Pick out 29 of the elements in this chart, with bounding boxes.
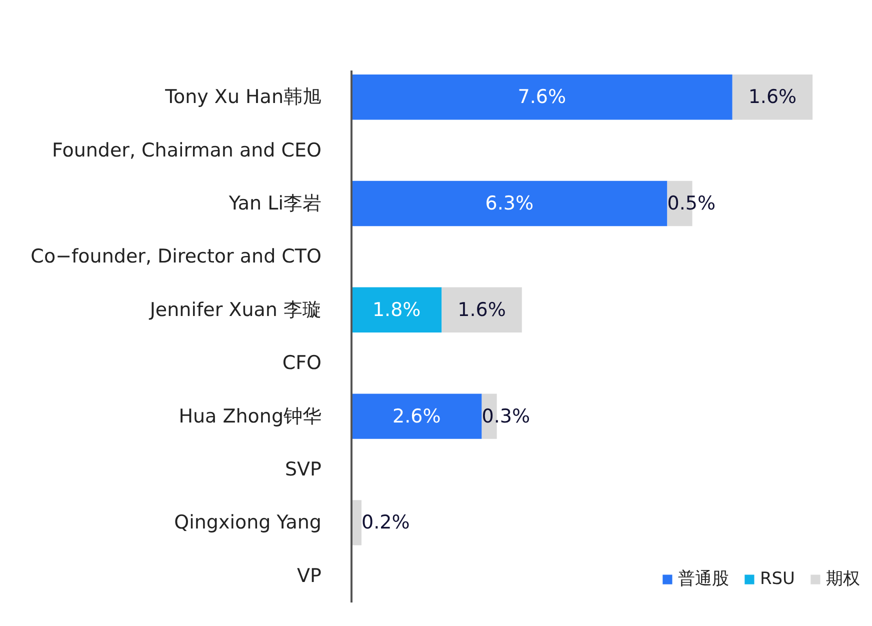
data-label: 7.6% <box>518 86 566 108</box>
data-label: 1.8% <box>372 298 421 321</box>
data-label: 6.3% <box>485 192 534 214</box>
bar <box>352 74 732 120</box>
bar <box>352 180 668 226</box>
y-tick-label: Tony Xu Han韩旭 <box>164 86 322 108</box>
bar <box>352 287 442 333</box>
legend-label: 普通股 <box>678 568 729 590</box>
bar <box>732 74 813 120</box>
data-label: 1.6% <box>748 86 797 108</box>
y-tick-label: SVP <box>284 458 322 480</box>
y-tick-label: Qingxiong Yang <box>174 512 322 534</box>
data-label: 1.6% <box>458 298 506 321</box>
y-tick-label: Hua Zhong钟华 <box>178 405 322 428</box>
data-label: 0.2% <box>362 512 410 534</box>
data-label: 2.6% <box>392 405 441 428</box>
data-label: 0.5% <box>667 192 716 214</box>
y-tick-label: VP <box>297 564 322 587</box>
y-tick-label: Jennifer Xuan 李璇 <box>148 298 322 321</box>
bar <box>442 287 522 333</box>
y-tick-label: CFO <box>282 352 322 374</box>
y-tick-label: Yan Li李岩 <box>228 192 322 214</box>
legend-label: RSU <box>760 568 795 588</box>
y-tick-label: Co−founder, Director and CTO <box>30 246 322 268</box>
legend-label: 期权 <box>826 568 860 590</box>
bar <box>352 500 362 546</box>
y-tick-label: Founder, Chairman and CEO <box>52 139 322 162</box>
data-label: 0.3% <box>482 405 530 428</box>
bar <box>352 394 482 439</box>
